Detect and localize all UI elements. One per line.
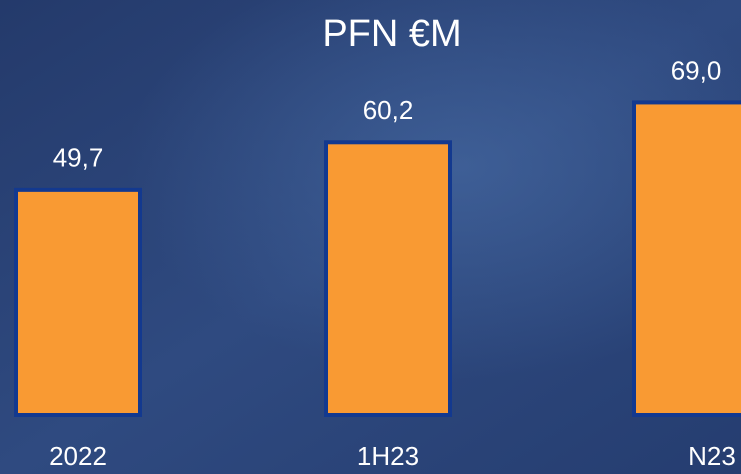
data-label: 60,2 [363, 95, 414, 125]
bar [324, 140, 452, 417]
bar [632, 100, 741, 418]
chart-title: PFN €M [322, 13, 461, 55]
x-tick-label: N23 [688, 441, 736, 471]
x-tick-label: 2022 [49, 441, 107, 471]
data-label: 49,7 [53, 143, 104, 173]
bar [14, 187, 142, 417]
data-label: 69,0 [671, 55, 722, 85]
x-tick-label: 1H23 [357, 441, 419, 471]
